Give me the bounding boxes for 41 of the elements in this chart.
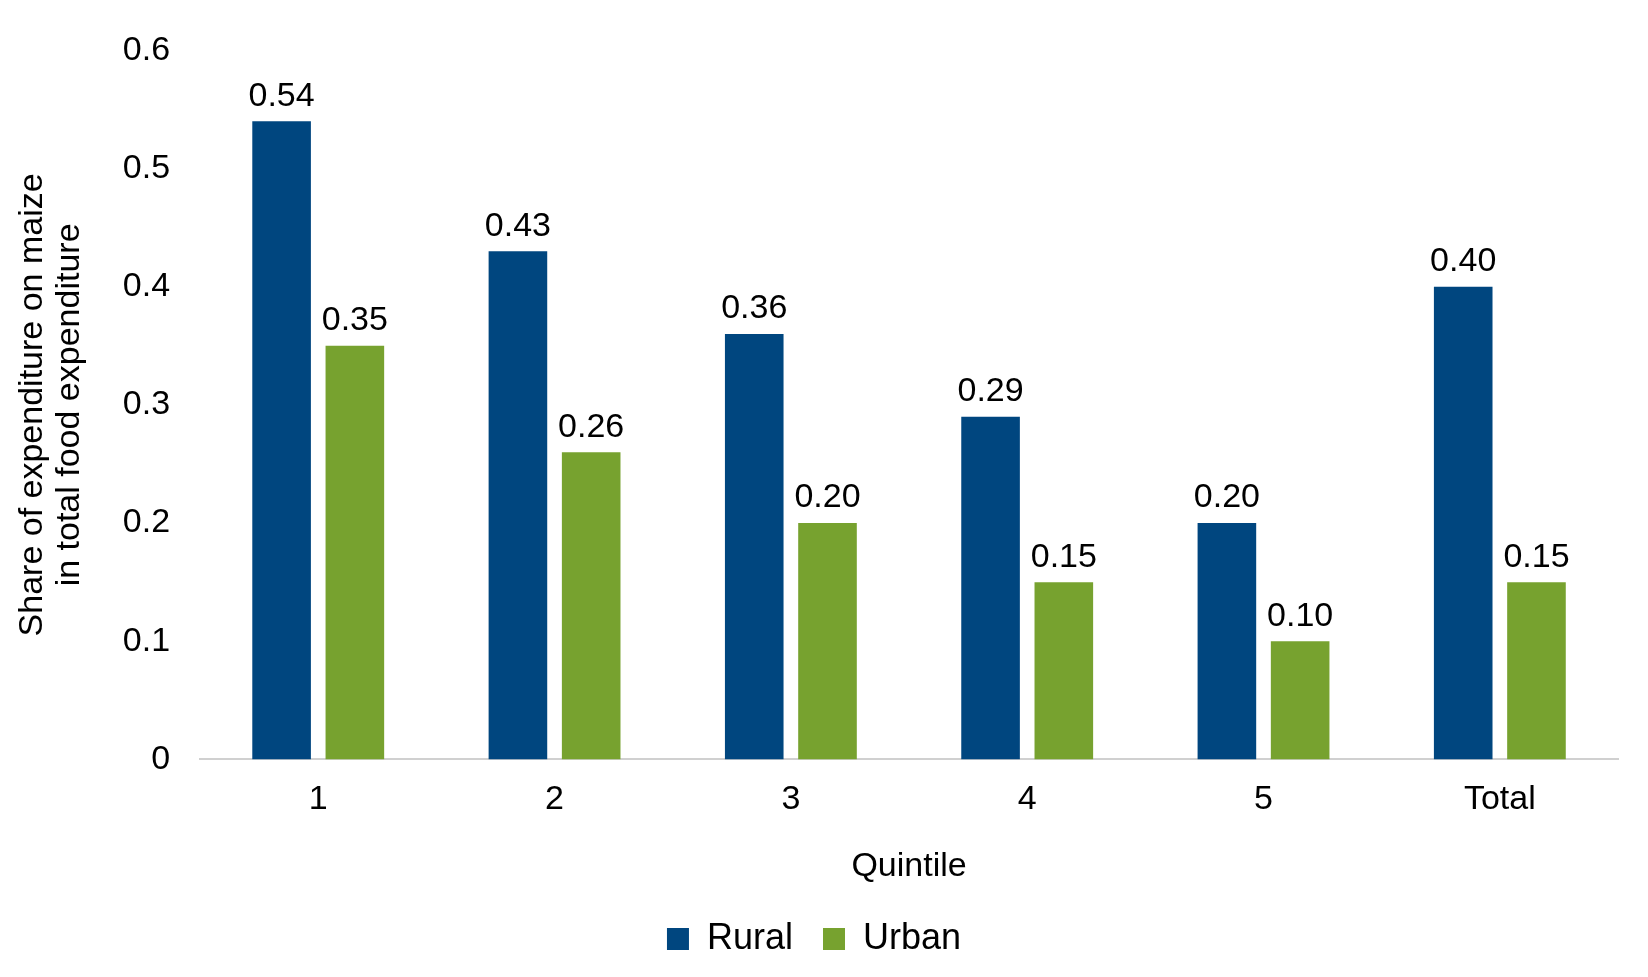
y-tick-label: 0.3	[122, 383, 171, 422]
x-tick-label: 5	[1254, 778, 1273, 817]
bar	[1197, 523, 1257, 760]
legend-label: Rural	[706, 915, 793, 957]
x-tick-label: Total	[1463, 778, 1536, 817]
y-tick-label: 0	[151, 737, 171, 776]
y-tick-label: 0.6	[122, 28, 171, 67]
data-label: 0.10	[1267, 594, 1334, 633]
bar	[252, 121, 311, 760]
x-tick-label: 3	[781, 778, 801, 817]
data-label: 0.40	[1430, 240, 1497, 279]
y-tick-label: 0.4	[122, 265, 171, 304]
bar	[325, 345, 385, 760]
x-tick-label: 1	[308, 778, 328, 817]
data-label: 0.29	[957, 370, 1024, 409]
y-axis-title: Share of expenditure on maize in total food expenditure	[11, 173, 87, 637]
data-label: 0.26	[558, 405, 625, 444]
data-label: 0.20	[794, 476, 861, 515]
y-tick-label: 0.1	[122, 619, 171, 658]
x-tick-label: 4	[1017, 778, 1037, 817]
bar	[488, 251, 548, 760]
data-label: 0.36	[721, 287, 788, 326]
legend-label: Urban	[862, 915, 962, 957]
x-axis-title: Quintile	[851, 844, 967, 883]
bar	[961, 416, 1020, 760]
data-label: 0.15	[1503, 535, 1570, 574]
bar	[1507, 582, 1566, 760]
bar	[724, 334, 784, 760]
data-label: 0.35	[321, 299, 388, 338]
data-label: 0.54	[248, 74, 315, 113]
bar	[1034, 582, 1094, 760]
data-label: 0.20	[1193, 476, 1260, 515]
bar	[561, 452, 621, 760]
y-tick-label: 0.2	[122, 501, 171, 540]
bar	[1433, 286, 1493, 760]
bar	[1270, 641, 1330, 760]
data-label: 0.43	[484, 204, 552, 243]
bar	[798, 523, 857, 760]
data-label: 0.15	[1030, 535, 1097, 574]
y-tick-label: 0.5	[122, 146, 171, 185]
x-tick-label: 2	[545, 778, 565, 817]
